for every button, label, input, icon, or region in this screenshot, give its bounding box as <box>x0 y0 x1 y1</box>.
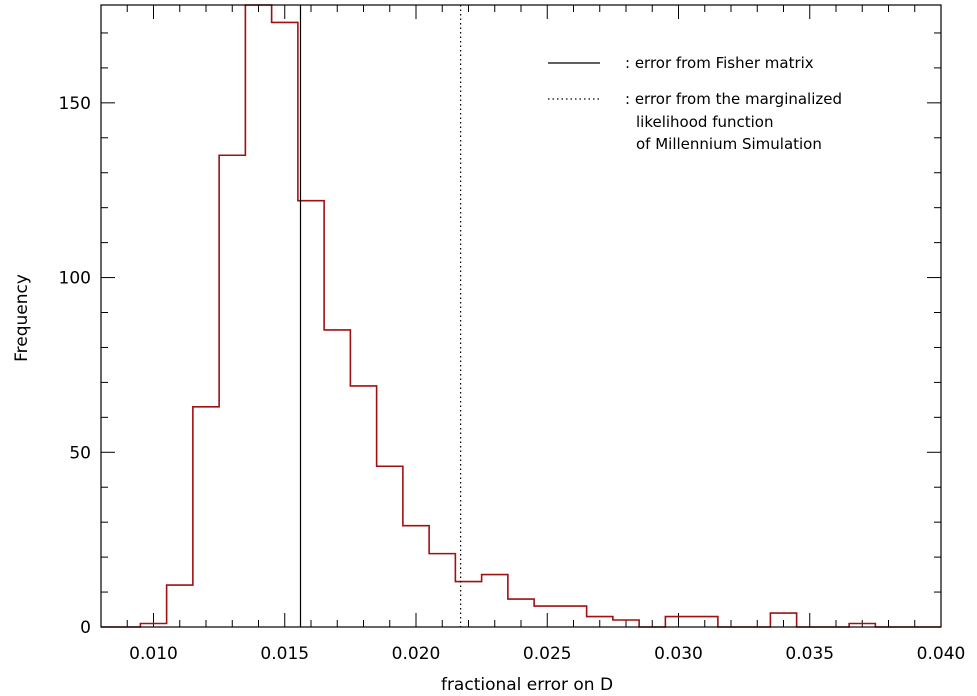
legend-likelihood-line: likelihood function <box>636 113 773 131</box>
y-tick-label: 150 <box>59 94 91 114</box>
histogram-series <box>101 4 941 628</box>
legend: : error from Fisher matrix : error from … <box>548 54 842 153</box>
plot-frame <box>100 4 942 628</box>
x-tick-label: 0.015 <box>260 644 309 664</box>
x-tick-label: 0.030 <box>654 644 703 664</box>
y-axis-label: Frequency <box>12 274 32 362</box>
x-tick-label: 0.020 <box>392 644 441 664</box>
x-tick-label: 0.040 <box>917 644 966 664</box>
y-tick-label: 0 <box>80 618 91 638</box>
x-tick-label: 0.035 <box>785 644 834 664</box>
x-axis-label: fractional error on D <box>441 675 613 695</box>
x-tick-label: 0.010 <box>129 644 178 664</box>
legend-millennium-line: of Millennium Simulation <box>636 135 822 153</box>
x-tick-labels: 0.010 0.015 0.020 0.025 0.030 0.035 0.040 <box>129 644 965 664</box>
y-tick-labels: 0 50 100 150 <box>59 94 91 638</box>
y-tick-label: 100 <box>59 269 91 289</box>
x-tick-label: 0.025 <box>523 644 572 664</box>
y-tick-label: 50 <box>69 443 91 463</box>
legend-marginalized-label: : error from the marginalized <box>625 90 842 108</box>
legend-fisher-label: : error from Fisher matrix <box>625 54 814 72</box>
